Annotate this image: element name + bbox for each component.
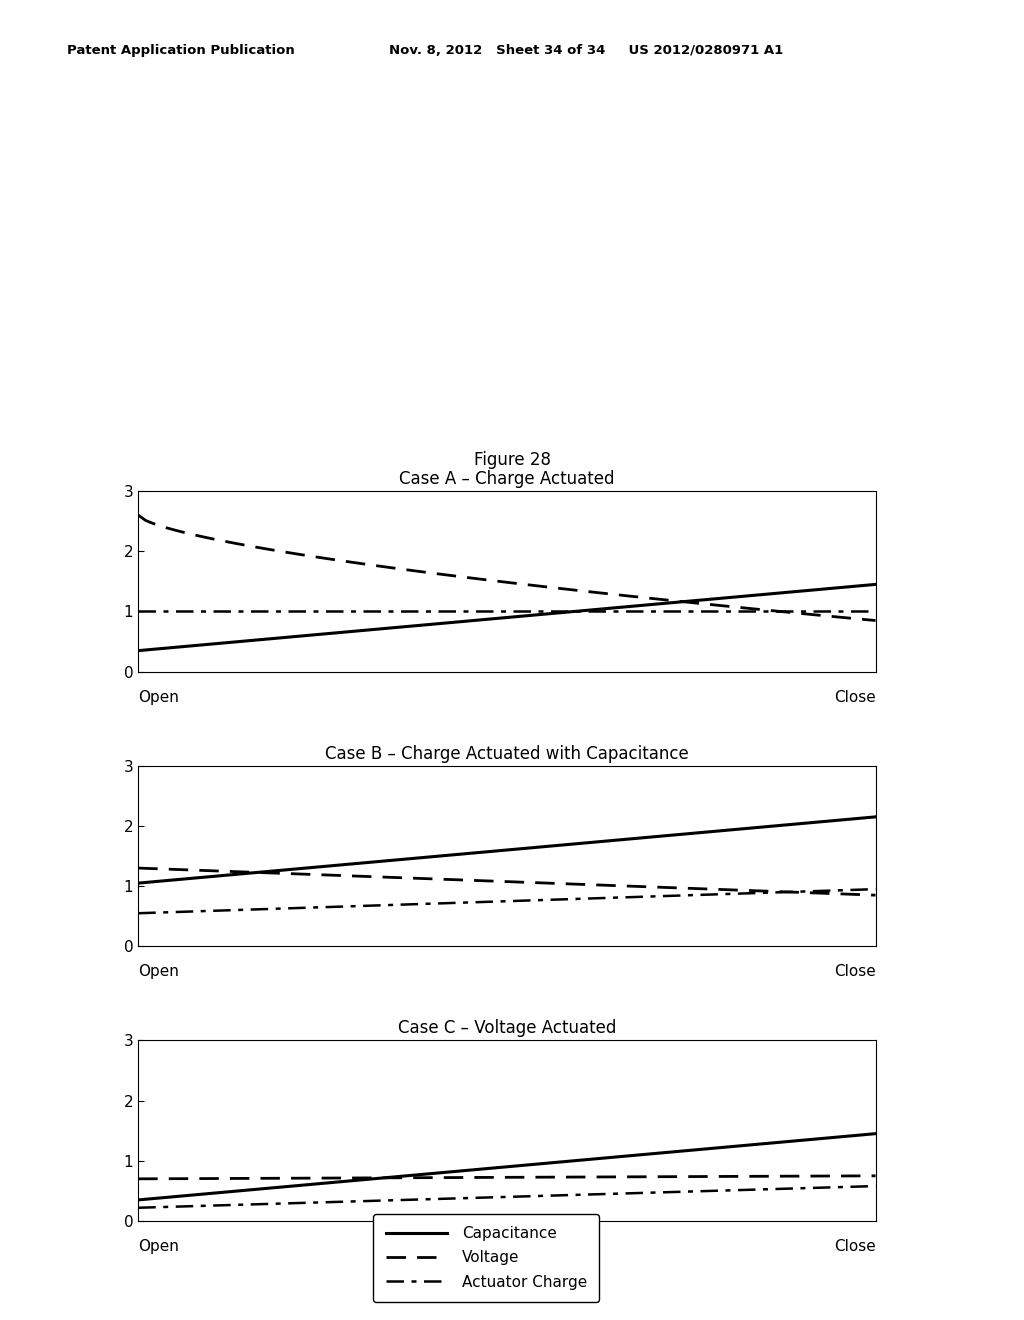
Legend: Capacitance, Voltage, Actuator Charge: Capacitance, Voltage, Actuator Charge [374,1214,599,1302]
Text: Patent Application Publication: Patent Application Publication [67,44,294,57]
Title: Case A – Charge Actuated: Case A – Charge Actuated [399,470,614,488]
Text: Close: Close [834,1239,876,1254]
Text: Open: Open [138,690,179,705]
Text: Nov. 8, 2012   Sheet 34 of 34     US 2012/0280971 A1: Nov. 8, 2012 Sheet 34 of 34 US 2012/0280… [389,44,783,57]
Text: Figure 28: Figure 28 [473,450,551,469]
Title: Case B – Charge Actuated with Capacitance: Case B – Charge Actuated with Capacitanc… [325,744,689,763]
Title: Case C – Voltage Actuated: Case C – Voltage Actuated [397,1019,616,1038]
Text: Close: Close [834,690,876,705]
Text: Open: Open [138,1239,179,1254]
Text: Close: Close [834,965,876,979]
Text: Open: Open [138,965,179,979]
